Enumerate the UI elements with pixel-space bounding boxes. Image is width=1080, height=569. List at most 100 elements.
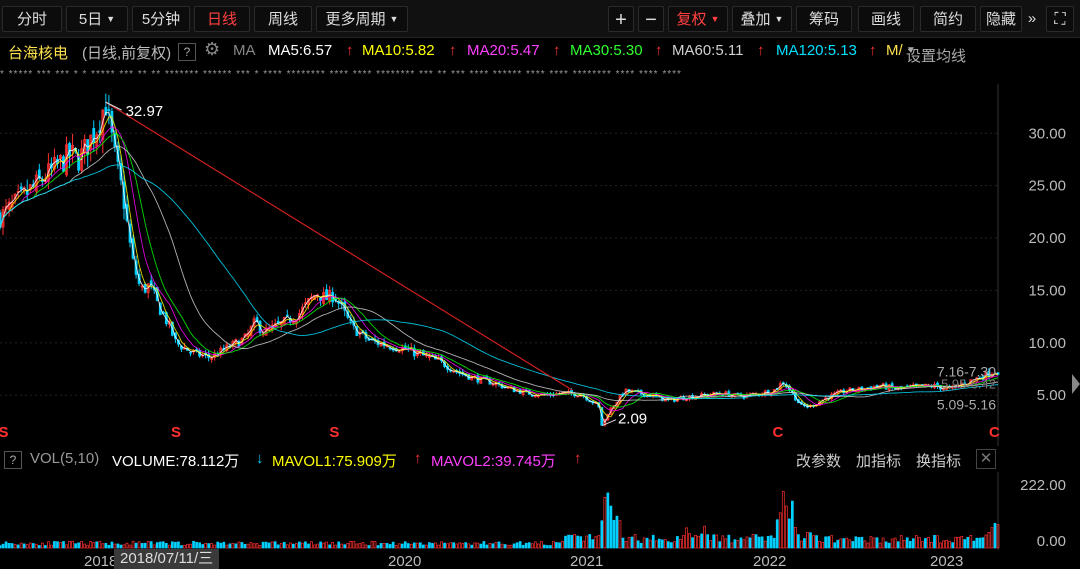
candle-body xyxy=(279,321,283,326)
range-lower-label: 5.09-5.16 xyxy=(937,397,996,413)
price-tick-label: 30.00 xyxy=(1028,125,1066,142)
vol-indicator-label: VOL(5,10) xyxy=(30,450,100,467)
volume-bar xyxy=(781,491,785,549)
settings-gear-icon[interactable]: ⚙ xyxy=(204,39,221,59)
tab-daily[interactable]: 日线 xyxy=(194,6,250,32)
volume-bar xyxy=(449,542,452,549)
volume-bar xyxy=(379,543,383,549)
volume-bar xyxy=(579,536,583,549)
volume-bar xyxy=(307,543,310,549)
volume-bar xyxy=(476,542,480,549)
overlay-button[interactable]: 叠加 ▼ xyxy=(732,6,792,32)
low-marker-line xyxy=(601,419,617,427)
switch-indicator-button[interactable]: 换指标 xyxy=(916,453,962,470)
ma30-value: MA30:5.30 xyxy=(570,42,643,59)
hide-label: 隐藏 xyxy=(985,11,1016,28)
add-indicator-button[interactable]: 加指标 xyxy=(856,453,902,470)
volume-bar xyxy=(222,541,226,549)
volume-bar xyxy=(382,543,386,549)
volume-bar xyxy=(778,512,782,549)
volume-bar xyxy=(183,545,186,549)
tab-more-periods[interactable]: 更多周期 ▼ xyxy=(316,6,408,32)
volume-bar xyxy=(240,542,244,549)
volume-bar xyxy=(431,543,434,549)
volume-bar xyxy=(19,542,23,549)
volume-bar xyxy=(927,536,930,549)
volume-bar xyxy=(924,538,927,549)
volume-bar xyxy=(485,544,489,549)
ma10-arrow: ↑ xyxy=(449,42,457,59)
candle-body xyxy=(297,313,301,320)
volume-bar xyxy=(140,543,144,549)
volume-bar xyxy=(996,524,1000,549)
x-label-2022: 2022 xyxy=(753,553,787,569)
volume-bar xyxy=(745,536,749,549)
hide-button[interactable]: 隐藏 xyxy=(980,6,1022,32)
volume-bar xyxy=(285,544,289,549)
expand-right-icon[interactable]: » xyxy=(1022,6,1042,32)
volume-bar xyxy=(812,535,815,549)
volume-bar xyxy=(267,542,271,549)
volume-bar xyxy=(588,534,592,549)
volume-bar xyxy=(887,542,891,549)
volume-bar xyxy=(954,536,958,549)
volume-bar xyxy=(715,534,719,549)
volume-bar xyxy=(68,541,71,549)
trend-line xyxy=(105,101,573,391)
chevron-down-icon: ▼ xyxy=(389,14,399,24)
high-marker-line xyxy=(105,101,122,111)
draw-line-button[interactable]: 画线 xyxy=(858,6,914,32)
x-label-2018: 2018 xyxy=(84,553,118,569)
volume-bar xyxy=(270,541,274,549)
volume-bar xyxy=(654,540,658,549)
tab-5day[interactable]: 5日 ▼ xyxy=(66,6,128,32)
volume-bar xyxy=(313,544,316,549)
ex-rights-marker: S xyxy=(329,424,339,441)
volume-bar xyxy=(158,541,162,549)
help-button[interactable]: ? xyxy=(178,43,196,61)
volume-bar xyxy=(615,515,619,549)
volume-bar xyxy=(295,543,298,549)
volume-chart[interactable]: 222.00 0.00 xyxy=(0,472,1080,550)
volume-bar xyxy=(933,534,936,549)
candle-body xyxy=(1,209,5,228)
draw-line-label: 画线 xyxy=(870,11,901,28)
close-icon[interactable]: ✕ xyxy=(976,449,996,469)
volume-bar xyxy=(216,541,220,549)
volume-bar xyxy=(642,537,646,549)
tab-intraday[interactable]: 分时 xyxy=(2,6,62,32)
volume-bar xyxy=(234,543,238,549)
volume-bar xyxy=(600,520,604,549)
volume-bar xyxy=(192,540,195,549)
ma-label: MA xyxy=(233,42,256,59)
adjust-rights-button[interactable]: 复权 ▼ xyxy=(668,6,728,32)
volume-bar xyxy=(47,541,50,549)
tab-5min[interactable]: 5分钟 xyxy=(132,6,190,32)
volume-bar xyxy=(981,537,985,549)
volume-bar xyxy=(555,542,558,549)
x-label-2020: 2020 xyxy=(388,553,422,569)
volume-bar xyxy=(509,544,513,549)
fullscreen-button[interactable]: ⛶ xyxy=(1046,6,1074,32)
volume-bar xyxy=(670,542,673,549)
volume-bar xyxy=(279,543,283,549)
zoom-in-button[interactable]: + xyxy=(608,6,634,32)
volume-bar xyxy=(978,537,982,549)
volume-bar xyxy=(660,539,664,549)
tab-intraday-label: 分时 xyxy=(16,11,47,28)
volume-help-button[interactable]: ? xyxy=(4,451,22,469)
volume-bar xyxy=(388,544,392,549)
chip-button[interactable]: 筹码 xyxy=(796,6,852,32)
price-chart[interactable]: 30.00 25.00 20.00 15.00 10.00 5.00 32.97 2.09 7.… xyxy=(0,84,1080,446)
volume-bar xyxy=(164,543,168,549)
edit-params-button[interactable]: 改参数 xyxy=(796,453,842,470)
volume-bar xyxy=(358,543,362,549)
tab-weekly[interactable]: 周线 xyxy=(254,6,312,32)
volume-bar xyxy=(809,532,812,549)
candle-body xyxy=(609,407,613,415)
simple-mode-button[interactable]: 简约 xyxy=(920,6,976,32)
zoom-out-button[interactable]: − xyxy=(638,6,664,32)
volume-bar xyxy=(766,535,770,549)
volume-bar xyxy=(77,542,80,549)
volume-bar xyxy=(276,544,280,549)
